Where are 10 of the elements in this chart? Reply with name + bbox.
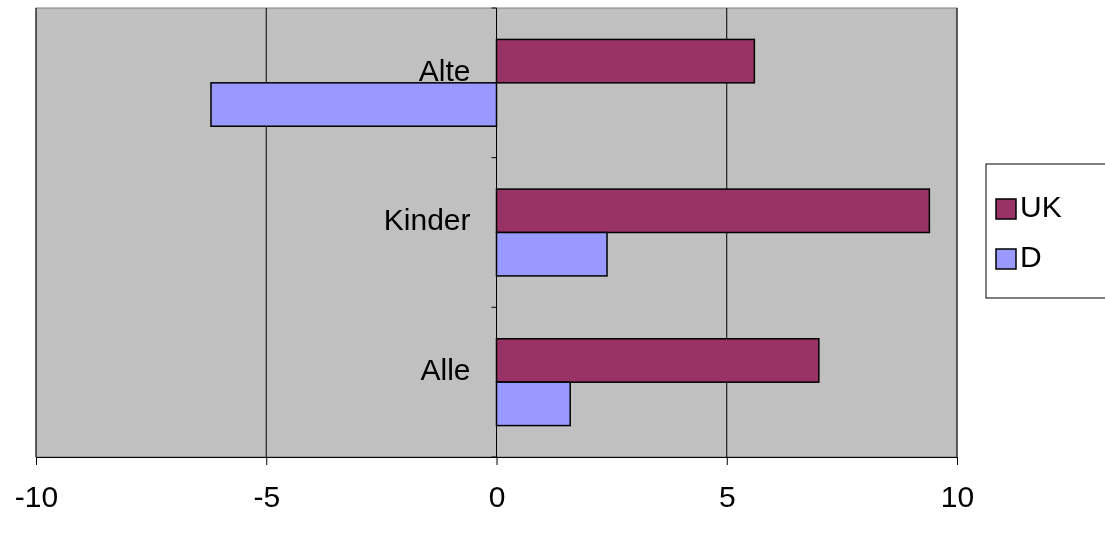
x-tick-label: -5 bbox=[253, 480, 281, 513]
x-tick-label: -10 bbox=[14, 480, 59, 513]
y-tick-label: Alte bbox=[418, 53, 471, 87]
x-tick-label: 5 bbox=[718, 480, 736, 513]
x-tick-label: 0 bbox=[488, 480, 506, 513]
y-tick-label: Alle bbox=[420, 353, 471, 387]
legend-label: D bbox=[1020, 239, 1042, 273]
legend-label: UK bbox=[1020, 189, 1062, 223]
y-tick-label: Kinder bbox=[383, 203, 471, 237]
x-tick-label: 10 bbox=[940, 480, 975, 513]
